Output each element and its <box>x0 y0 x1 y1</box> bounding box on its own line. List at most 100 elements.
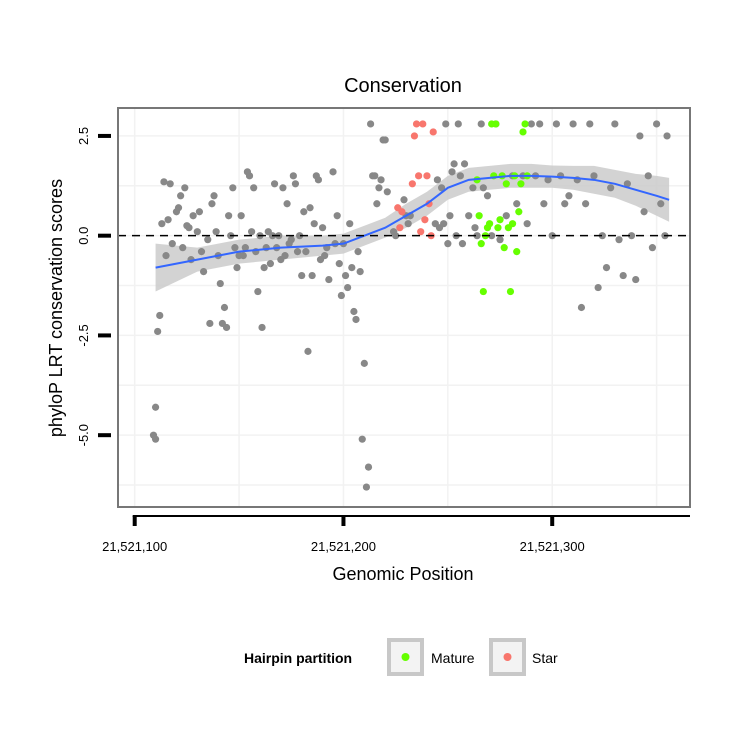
point-other <box>279 184 287 192</box>
point-star <box>419 120 427 128</box>
point-other <box>341 271 350 280</box>
confidence-band <box>155 163 670 292</box>
point-other <box>527 120 535 128</box>
point-other <box>552 120 560 128</box>
point-other <box>220 303 229 312</box>
point-mature <box>502 180 510 188</box>
point-other <box>362 483 371 491</box>
point-other <box>212 228 220 236</box>
point-other <box>318 224 327 232</box>
point-other <box>440 220 448 228</box>
point-mature <box>479 287 487 296</box>
point-other <box>648 244 657 252</box>
point-other <box>602 264 611 272</box>
point-other <box>156 311 164 320</box>
point-other <box>185 224 193 232</box>
point-other <box>151 435 160 443</box>
point-other <box>204 236 212 244</box>
point-other <box>177 192 185 200</box>
point-other <box>266 260 274 268</box>
point-other <box>193 228 201 236</box>
point-other <box>291 180 300 188</box>
legend-label-mature: Mature <box>431 650 475 666</box>
point-other <box>371 172 379 180</box>
point-other <box>216 279 224 288</box>
y-tick-label: 0.0 <box>76 227 91 245</box>
point-other <box>582 200 590 208</box>
point-other <box>456 172 464 180</box>
x-tick-label: 21,521,200 <box>311 539 376 554</box>
point-other <box>586 120 594 128</box>
point-other <box>540 200 548 208</box>
point-other <box>199 267 208 276</box>
point-other <box>433 176 442 184</box>
point-other <box>283 200 291 208</box>
point-other <box>195 208 204 216</box>
point-other <box>383 188 391 196</box>
point-other <box>154 327 162 336</box>
legend-dot-star <box>503 653 512 661</box>
point-star <box>410 132 419 140</box>
point-other <box>354 248 362 256</box>
point-other <box>544 176 552 184</box>
point-other <box>258 323 266 332</box>
point-other <box>310 220 318 228</box>
point-mature <box>485 220 494 228</box>
smooth-line <box>155 174 670 269</box>
point-other <box>337 291 345 300</box>
point-star <box>429 128 437 136</box>
point-other <box>460 160 469 168</box>
point-other <box>477 120 485 128</box>
point-mature <box>519 128 527 136</box>
point-other <box>358 435 366 443</box>
point-other <box>392 232 400 240</box>
point-other <box>663 132 671 140</box>
legend-title: Hairpin partition <box>244 650 352 666</box>
plot-panel-border <box>117 107 691 508</box>
x-axis: 21,521,100 21,521,200 21,521,300 <box>102 515 690 554</box>
point-other <box>174 204 183 212</box>
point-other <box>304 347 312 355</box>
point-other <box>160 178 168 186</box>
point-other <box>437 184 446 192</box>
point-other <box>248 228 256 236</box>
point-other <box>197 248 206 256</box>
point-other <box>454 120 462 128</box>
point-other <box>448 168 456 176</box>
point-other <box>364 463 373 471</box>
point-other <box>352 315 360 324</box>
point-other <box>469 184 477 192</box>
x-axis-title: Genomic Position <box>332 564 473 584</box>
point-other <box>400 196 408 204</box>
point-other <box>619 271 627 280</box>
point-other <box>329 168 337 176</box>
point-other <box>607 184 615 192</box>
point-star <box>417 228 425 236</box>
point-other <box>632 275 640 284</box>
point-other <box>640 208 648 216</box>
point-other <box>465 212 473 220</box>
point-other <box>239 252 247 260</box>
point-other <box>444 240 452 248</box>
point-other <box>151 403 160 411</box>
point-star <box>421 216 429 224</box>
point-other <box>231 244 239 252</box>
y-tick-label: -2.5 <box>76 324 91 346</box>
point-other <box>523 220 531 228</box>
point-mature <box>494 224 502 232</box>
legend-dot-mature <box>401 653 410 661</box>
point-other <box>289 172 297 180</box>
point-other <box>636 132 644 140</box>
point-other <box>250 184 258 192</box>
point-other <box>652 120 661 128</box>
point-mature <box>513 248 521 256</box>
point-other <box>598 232 606 240</box>
point-other <box>611 120 619 128</box>
point-other <box>366 120 375 128</box>
point-other <box>556 172 565 180</box>
point-other <box>561 200 569 208</box>
point-mature <box>515 208 523 216</box>
point-mature <box>521 120 529 128</box>
point-other <box>314 176 323 184</box>
